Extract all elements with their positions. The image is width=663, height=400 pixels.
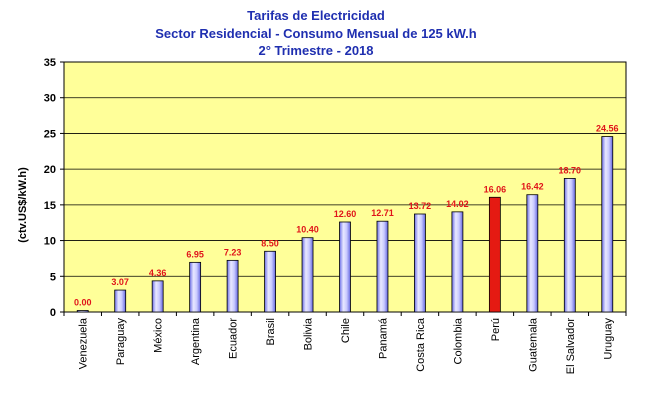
- y-tick-label: 15: [44, 200, 56, 212]
- bar-ecuador: [226, 259, 239, 313]
- category-label: Argentina: [190, 317, 202, 365]
- category-label: Chile: [340, 318, 352, 343]
- bar-costa-rica: [414, 213, 426, 313]
- data-label: 7.23: [224, 247, 242, 257]
- y-axis-ticks: 0 5 10 15 20 25 30 35: [44, 57, 64, 319]
- category-label: Bolivia: [303, 317, 315, 350]
- bar-guatemala: [526, 194, 539, 313]
- category-label: México: [153, 318, 165, 353]
- data-label: 12.60: [334, 209, 357, 219]
- bar-el-salvador: [563, 178, 576, 313]
- data-label: 4.36: [149, 268, 167, 278]
- bar-colombia: [451, 211, 464, 313]
- category-label: Venezuela: [78, 317, 90, 369]
- category-label: Paraguay: [115, 318, 127, 366]
- bar-uruguay: [601, 136, 614, 313]
- data-label: 6.95: [186, 249, 204, 259]
- y-tick-label: 0: [50, 307, 56, 319]
- data-label: 0.00: [74, 298, 92, 308]
- data-label: 18.70: [559, 165, 582, 175]
- bar-panam-: [376, 220, 389, 313]
- category-label: Brasil: [265, 318, 277, 346]
- data-label: 12.71: [371, 208, 394, 218]
- data-label: 8.50: [261, 238, 279, 248]
- bar-chile: [339, 221, 351, 313]
- bar-bolivia: [301, 237, 314, 313]
- bar-brasil: [264, 250, 276, 313]
- category-label: Colombia: [452, 317, 464, 364]
- y-tick-label: 5: [50, 271, 56, 283]
- data-label: 10.40: [296, 225, 319, 235]
- data-label: 14.02: [446, 199, 469, 209]
- data-label: 13.72: [409, 201, 432, 211]
- category-label: Panamá: [377, 317, 389, 359]
- data-label: 16.42: [521, 182, 544, 192]
- y-tick-label: 20: [44, 164, 56, 176]
- bar-per-: [488, 196, 501, 313]
- bar-venezuela: [76, 310, 89, 313]
- category-label: Perú: [490, 318, 502, 341]
- chart-title: Tarifas de Electricidad: [247, 8, 385, 23]
- bar-m-xico: [151, 280, 164, 313]
- data-label: 24.56: [596, 124, 619, 134]
- data-label: 16.06: [484, 184, 507, 194]
- category-label: El Salvador: [565, 318, 577, 375]
- y-tick-label: 10: [44, 236, 56, 248]
- bar-argentina: [189, 261, 202, 313]
- category-label: Guatemala: [527, 317, 539, 372]
- bars: [76, 136, 614, 313]
- chart-subtitle: Sector Residencial - Consumo Mensual de …: [155, 26, 477, 41]
- y-axis-label: (ctv.US$/kW.h): [17, 167, 29, 243]
- y-tick-label: 30: [44, 93, 56, 105]
- bar-paraguay: [114, 289, 127, 313]
- y-tick-label: 35: [44, 57, 56, 69]
- chart-subtitle-period: 2° Trimestre - 2018: [258, 43, 373, 58]
- category-label: Ecuador: [228, 318, 240, 359]
- category-label: Uruguay: [602, 318, 614, 360]
- y-tick-label: 25: [44, 128, 56, 140]
- data-labels: 0.00 3.07 4.36 6.95 7.23 8.50 10.40 12.60 12.71 1…: [74, 124, 619, 308]
- category-label: Costa Rica: [415, 317, 427, 372]
- category-labels: Venezuela Paraguay México Argentina Ecuador B…: [63, 312, 627, 375]
- data-label: 3.07: [111, 277, 129, 287]
